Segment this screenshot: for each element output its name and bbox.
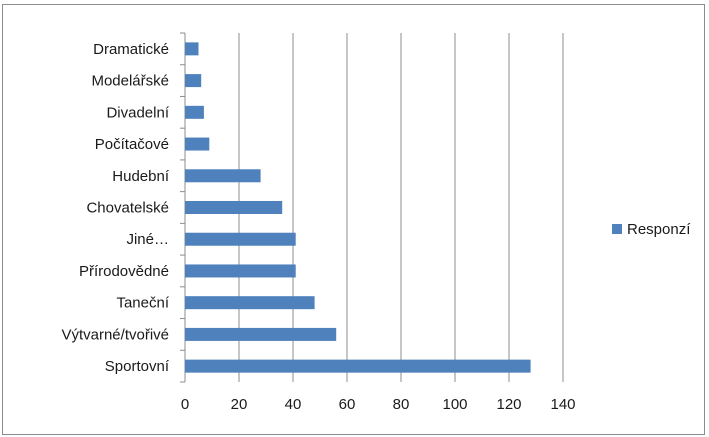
category-label: Dramatické [93,41,169,58]
x-tick-label: 120 [496,396,521,413]
x-tick-label: 0 [181,396,189,413]
bar [185,296,315,310]
bar [185,169,261,183]
bar [185,327,337,341]
category-label: Modelářské [91,73,169,90]
category-label: Sportovní [105,358,170,375]
bar [185,105,204,119]
x-tick-label: 40 [285,396,302,413]
bar [185,42,199,56]
bar [185,137,210,151]
bar [185,74,202,88]
category-label: Divadelní [106,104,169,121]
x-tick-label: 140 [550,396,575,413]
legend-label: Responzí [627,221,691,238]
category-label: Výtvarné/tvořivé [61,326,169,343]
bar [185,264,296,278]
bar [185,359,531,373]
x-tick-label: 80 [393,396,410,413]
category-label: Chovatelské [86,200,169,217]
category-label: Počítačové [95,136,169,153]
chart-border [2,4,705,435]
category-label: Přírodovědné [79,263,169,280]
x-tick-label: 20 [231,396,248,413]
category-label: Jiné… [126,231,169,248]
category-label: Taneční [116,295,169,312]
category-label: Hudební [112,168,170,185]
bar [185,201,283,214]
bar [185,232,296,246]
legend-swatch [612,224,622,234]
x-tick-label: 60 [339,396,356,413]
x-tick-label: 100 [442,396,467,413]
